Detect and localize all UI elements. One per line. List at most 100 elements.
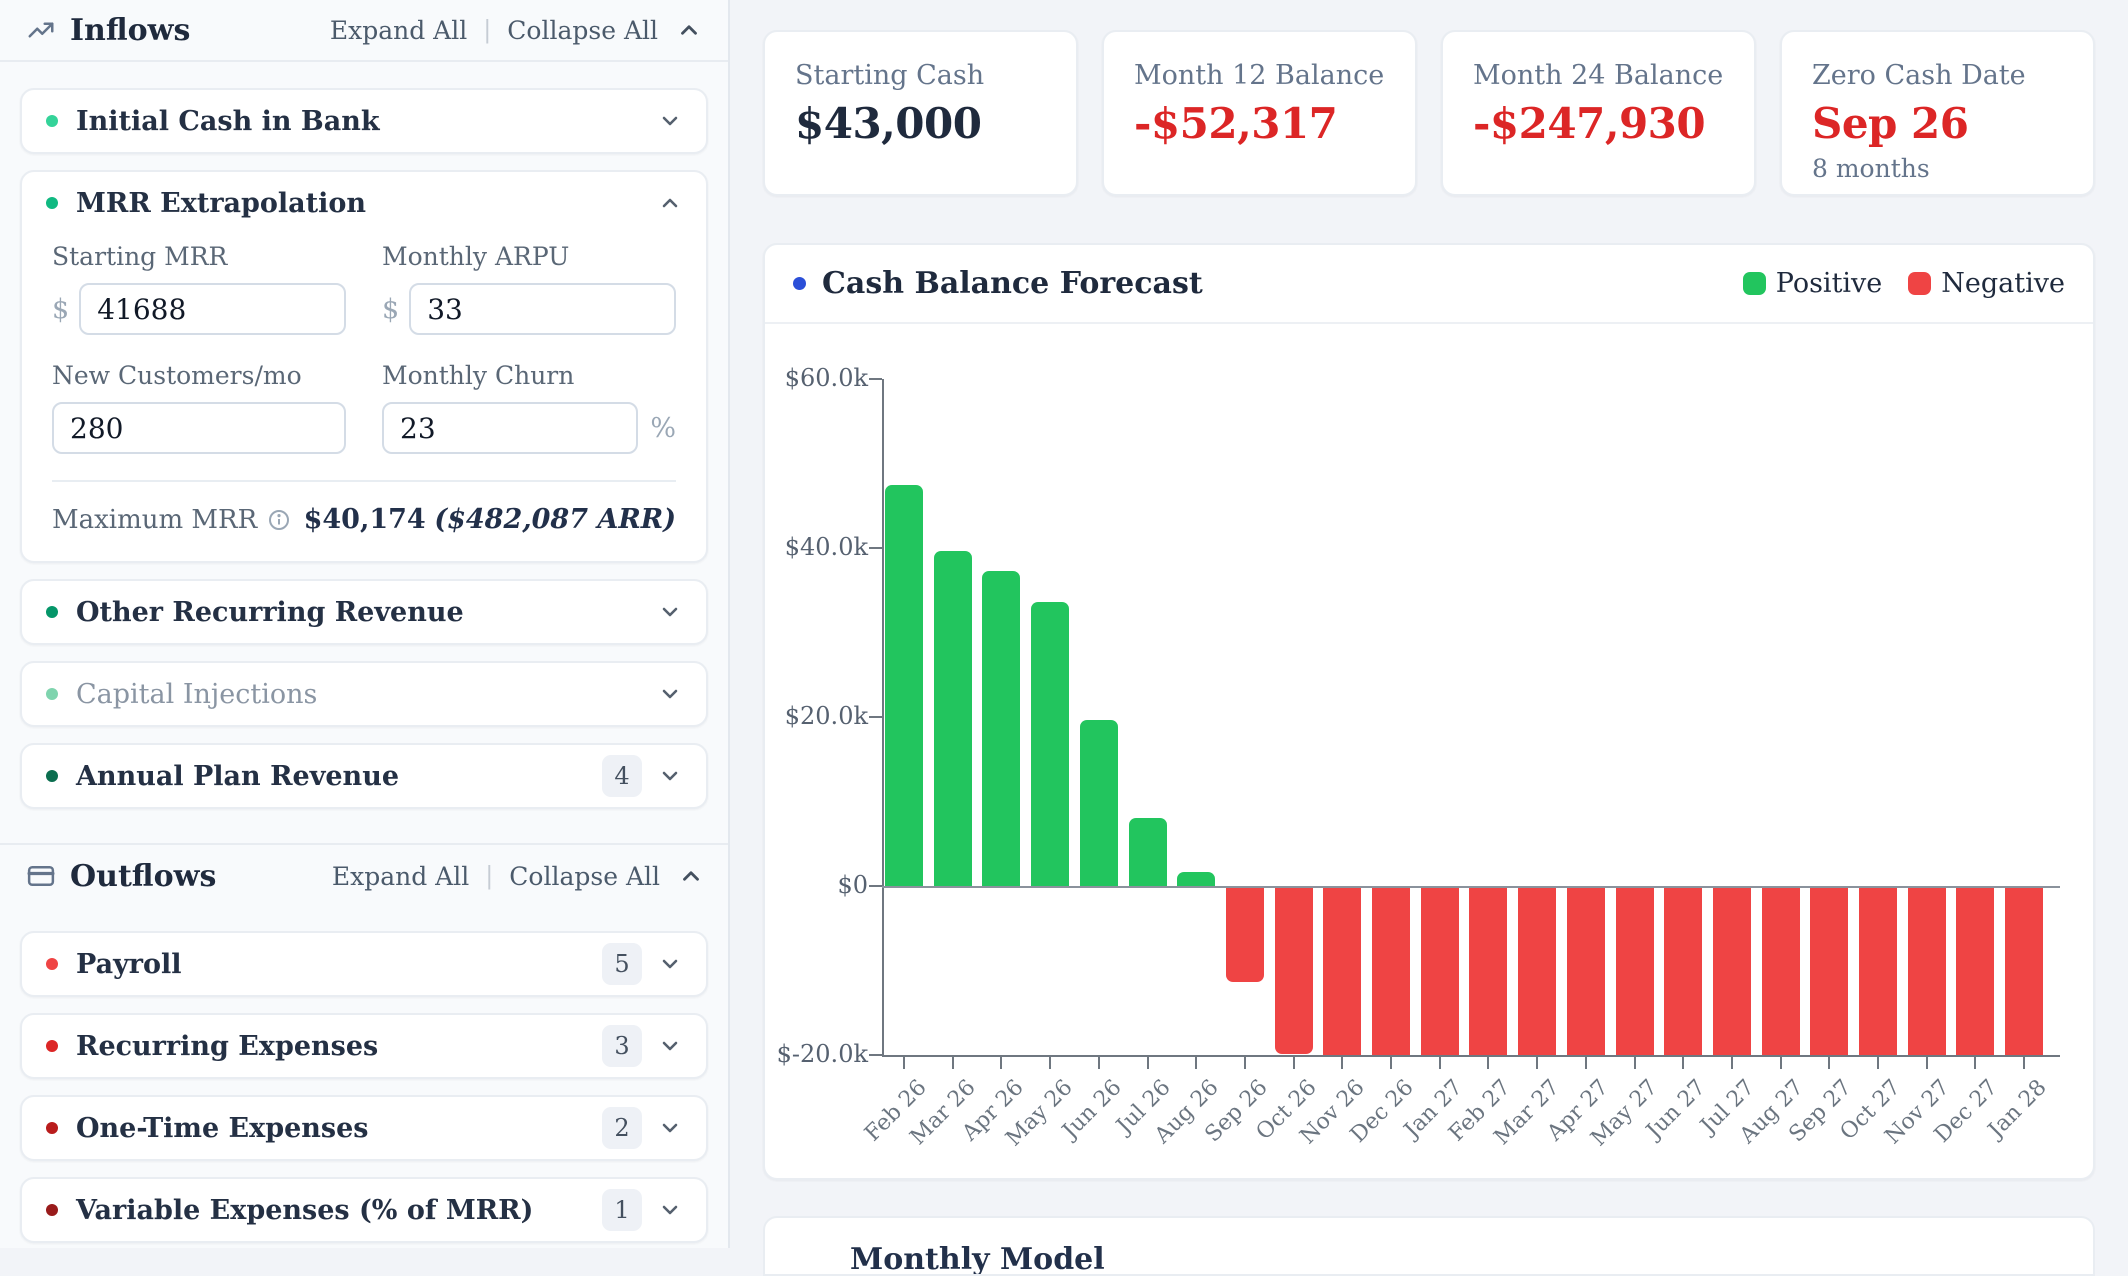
input-field-group: Monthly ARPU $ xyxy=(382,242,676,335)
accordion-item-header[interactable]: Variable Expenses (% of MRR) 1 xyxy=(22,1179,706,1241)
category-dot-icon xyxy=(46,606,58,618)
chevron-down-icon[interactable] xyxy=(658,682,682,706)
accordion-item-header[interactable]: One-Time Expenses 2 xyxy=(22,1097,706,1159)
legend-item-positive: Positive xyxy=(1742,268,1882,299)
item-count-badge: 4 xyxy=(602,755,642,797)
forecast-bar[interactable] xyxy=(1128,818,1167,886)
monthly-churn-input[interactable] xyxy=(382,402,639,454)
forecast-bar[interactable] xyxy=(1712,888,1751,1055)
x-axis-tick-mark xyxy=(1974,1057,1977,1069)
chevron-down-icon[interactable] xyxy=(658,764,682,788)
outflows-expand-all-link[interactable]: Expand All xyxy=(331,861,470,891)
cash-balance-forecast-card: Cash Balance Forecast Positive Negative $… xyxy=(763,243,2095,1180)
chevron-down-icon[interactable] xyxy=(658,109,682,133)
item-count-badge: 1 xyxy=(602,1189,642,1231)
accordion-item-header[interactable]: Recurring Expenses 3 xyxy=(22,1015,706,1077)
forecast-bar[interactable] xyxy=(1761,888,1800,1055)
forecast-bar[interactable] xyxy=(1420,888,1459,1055)
monthly-arpu-input[interactable] xyxy=(409,283,676,335)
x-axis-tick-mark xyxy=(1779,1057,1782,1069)
stat-card-label: Month 12 Balance xyxy=(1134,60,1385,91)
forecast-bar[interactable] xyxy=(1274,888,1313,1054)
chevron-down-icon[interactable] xyxy=(658,952,682,976)
chevron-up-icon[interactable] xyxy=(658,191,682,215)
stat-card-month-24-balance: Month 24 Balance -$247,930 xyxy=(1441,30,1756,196)
forecast-bar[interactable] xyxy=(1810,888,1849,1055)
y-axis-tick-mark xyxy=(869,885,882,887)
accordion-item-outflows-1: Recurring Expenses 3 xyxy=(20,1013,708,1079)
outflows-collapse-chevron-up-icon[interactable] xyxy=(678,863,704,889)
accordion-item-header[interactable]: Initial Cash in Bank xyxy=(22,90,706,152)
outflows-collapse-all-link[interactable]: Collapse All xyxy=(509,861,660,891)
accordion-item-outflows-2: One-Time Expenses 2 xyxy=(20,1095,708,1161)
accordion-item-inflows-2: Other Recurring Revenue xyxy=(20,579,708,645)
new-customers-mo-input[interactable] xyxy=(52,402,346,454)
y-axis-tick-label: $-20.0k xyxy=(776,1040,868,1068)
stat-card-zero-cash-date: Zero Cash Date Sep 26 8 months xyxy=(1780,30,2095,196)
currency-prefix: $ xyxy=(382,293,400,325)
card-icon xyxy=(26,861,56,891)
legend-label: Negative xyxy=(1941,268,2065,299)
accordion-item-inflows-0: Initial Cash in Bank xyxy=(20,88,708,154)
forecast-bar[interactable] xyxy=(1079,719,1118,886)
accordion-item-header[interactable]: MRR Extrapolation xyxy=(22,172,706,234)
input-field-group: New Customers/mo xyxy=(52,361,346,454)
x-axis-tick-mark xyxy=(1584,1057,1587,1069)
forecast-bar[interactable] xyxy=(1225,888,1264,982)
inflows-collapse-chevron-up-icon[interactable] xyxy=(676,17,702,43)
inflows-collapse-all-link[interactable]: Collapse All xyxy=(507,15,658,45)
x-axis-tick-mark xyxy=(1828,1057,1831,1069)
y-axis-tick-mark xyxy=(869,378,882,380)
chevron-down-icon[interactable] xyxy=(658,1034,682,1058)
forecast-bar[interactable] xyxy=(1031,602,1070,886)
forecast-bar[interactable] xyxy=(1372,888,1410,1055)
x-axis-tick-mark xyxy=(1341,1057,1344,1069)
forecast-bar[interactable] xyxy=(885,484,923,886)
x-axis-tick-mark xyxy=(1000,1057,1003,1069)
forecast-bar[interactable] xyxy=(1615,888,1654,1055)
category-dot-icon xyxy=(46,688,58,700)
x-axis-tick-mark xyxy=(1633,1057,1636,1069)
forecast-bar[interactable] xyxy=(2005,888,2044,1055)
accordion-item-header[interactable]: Annual Plan Revenue 4 xyxy=(22,745,706,807)
accordion-item-label: Initial Cash in Bank xyxy=(76,105,380,137)
forecast-bar[interactable] xyxy=(1469,888,1508,1055)
category-dot-icon xyxy=(46,958,58,970)
forecast-bar[interactable] xyxy=(1518,888,1557,1055)
y-axis-tick-mark xyxy=(869,716,882,718)
forecast-bar[interactable] xyxy=(1907,888,1946,1055)
accordion-item-header[interactable]: Capital Injections xyxy=(22,663,706,725)
forecast-bar[interactable] xyxy=(1323,888,1362,1055)
forecast-bar[interactable] xyxy=(1177,871,1216,886)
accordion-item-header[interactable]: Payroll 5 xyxy=(22,933,706,995)
chevron-down-icon[interactable] xyxy=(658,1116,682,1140)
outflows-section-header: Outflows Expand All | Collapse All xyxy=(0,845,728,907)
starting-mrr-input[interactable] xyxy=(79,283,346,335)
maximum-mrr-label: Maximum MRR xyxy=(52,505,291,535)
forecast-bar[interactable] xyxy=(1566,888,1605,1055)
chevron-down-icon[interactable] xyxy=(658,600,682,624)
chevron-down-icon[interactable] xyxy=(658,1198,682,1222)
accordion-item-header[interactable]: Other Recurring Revenue xyxy=(22,581,706,643)
stat-card-subtext: 8 months xyxy=(1812,154,1930,183)
stat-card-starting-cash: Starting Cash $43,000 xyxy=(763,30,1078,196)
input-field-label: Starting MRR xyxy=(52,242,228,271)
accordion-item-label: Recurring Expenses xyxy=(76,1030,379,1062)
category-dot-icon xyxy=(46,1122,58,1134)
forecast-bar[interactable] xyxy=(982,570,1021,886)
forecast-bar[interactable] xyxy=(1664,888,1703,1055)
y-axis-tick-label: $60.0k xyxy=(784,364,868,392)
outflows-item-list: Payroll 5 Recurring Expenses 3 One-Time Expe… xyxy=(20,931,708,1248)
maximum-mrr-row: Maximum MRR $40,174 ($482,087 ARR) xyxy=(52,504,676,535)
item-count-badge: 3 xyxy=(602,1025,642,1067)
forecast-bar[interactable] xyxy=(1859,888,1897,1055)
accordion-item-label: One-Time Expenses xyxy=(76,1112,369,1144)
input-field-label: Monthly ARPU xyxy=(382,242,570,271)
chart-title-dot xyxy=(793,277,806,290)
info-icon[interactable] xyxy=(267,508,291,532)
forecast-bar[interactable] xyxy=(933,550,972,886)
chart-legend: Positive Negative xyxy=(1742,268,2065,299)
forecast-bar[interactable] xyxy=(1956,888,1995,1055)
inflows-expand-all-link[interactable]: Expand All xyxy=(329,15,468,45)
inflows-title: Inflows xyxy=(70,12,191,48)
